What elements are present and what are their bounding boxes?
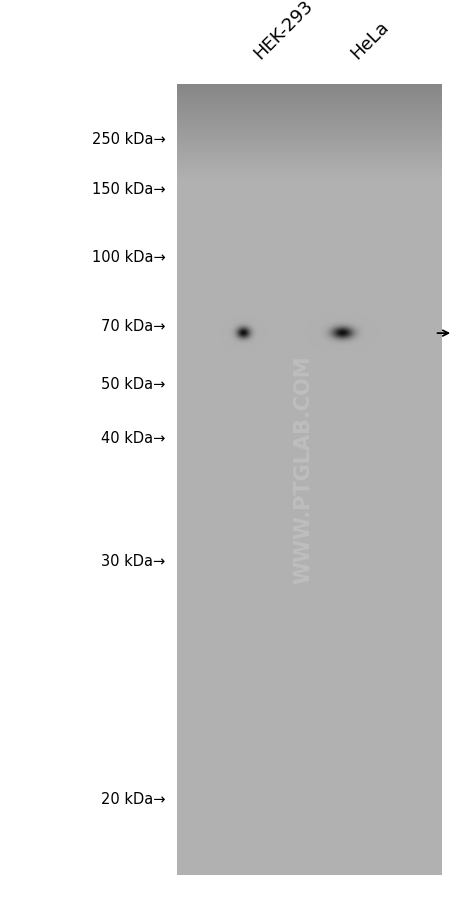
Text: 250 kDa→: 250 kDa→ <box>92 133 165 147</box>
Text: 40 kDa→: 40 kDa→ <box>101 431 165 446</box>
Text: 100 kDa→: 100 kDa→ <box>92 250 165 264</box>
Text: WWW.PTGLAB.COM: WWW.PTGLAB.COM <box>293 354 313 584</box>
Text: 20 kDa→: 20 kDa→ <box>101 791 165 805</box>
Text: 70 kDa→: 70 kDa→ <box>101 319 165 334</box>
Text: 30 kDa→: 30 kDa→ <box>101 554 165 568</box>
Text: 150 kDa→: 150 kDa→ <box>92 182 165 197</box>
Text: HEK-293: HEK-293 <box>250 0 316 63</box>
Text: 50 kDa→: 50 kDa→ <box>101 377 165 391</box>
Text: HeLa: HeLa <box>347 18 392 63</box>
